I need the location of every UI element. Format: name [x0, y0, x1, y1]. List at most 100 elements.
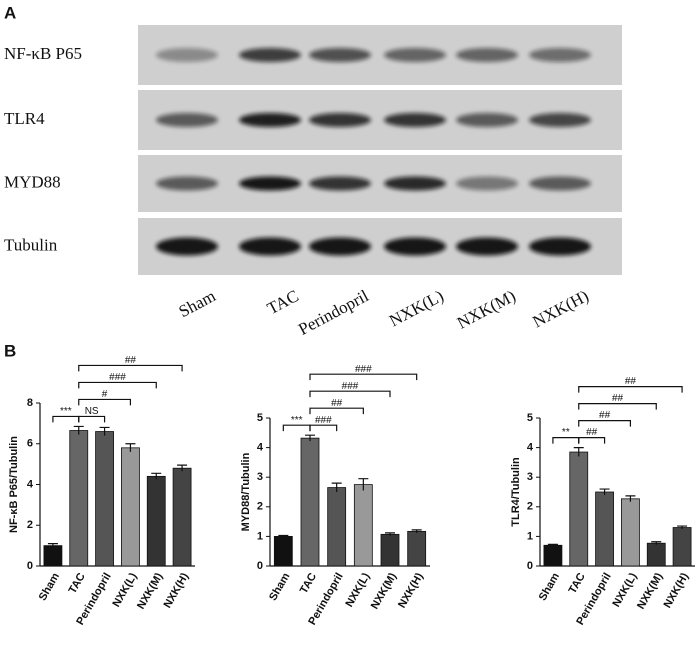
x-tick-label: Sham [267, 571, 292, 603]
band [529, 237, 591, 256]
x-tick-label: NXK(M) [635, 571, 665, 612]
lane-label: Perindopril [295, 286, 372, 339]
lane-label: TAC [264, 286, 302, 318]
bar [543, 544, 563, 567]
y-tick-label: 0 [527, 560, 533, 572]
significance-label: ### [342, 381, 359, 392]
y-tick-label: 0 [27, 560, 33, 572]
bar [95, 431, 114, 567]
error-bar [99, 426, 110, 436]
x-tick-label: Sham [37, 571, 62, 603]
error-bar [73, 425, 84, 435]
bar [569, 451, 589, 567]
error-bar [305, 434, 315, 442]
bar [172, 467, 192, 567]
significance-bracket [309, 373, 418, 381]
significance-label: *** [60, 406, 72, 417]
significance-bracket [78, 364, 183, 372]
error-bar [651, 541, 662, 545]
bar [121, 447, 140, 567]
bar [69, 430, 89, 567]
significance-label: ## [625, 376, 637, 387]
error-bar [385, 532, 395, 536]
y-tick-label: 5 [257, 412, 263, 424]
band [309, 113, 371, 127]
y-tick-label: 2 [257, 501, 263, 513]
band [309, 48, 371, 62]
significance-bracket [578, 403, 657, 410]
x-tick-label: NXK(M) [135, 571, 165, 612]
bar [327, 487, 347, 567]
y-tick-label: 3 [257, 471, 263, 483]
x-tick-label: TAC [67, 571, 88, 596]
band [156, 48, 218, 62]
significance-label: ### [315, 415, 332, 426]
bar [43, 545, 63, 567]
error-bar [677, 525, 688, 529]
y-tick-label: 4 [257, 442, 264, 454]
y-tick-label: 2 [527, 501, 533, 513]
row-label: Tubulin [4, 235, 58, 254]
significance-label: ## [586, 427, 598, 438]
band [456, 113, 518, 127]
band [239, 48, 301, 62]
error-bar [599, 488, 610, 495]
significance-bracket [578, 437, 606, 444]
bar [595, 491, 614, 567]
band [456, 237, 518, 256]
error-bar [625, 495, 636, 502]
y-tick-label: 8 [27, 397, 33, 409]
bar [380, 533, 400, 567]
error-bar [278, 534, 289, 538]
significance-label: ### [109, 372, 126, 383]
significance-bracket [309, 407, 364, 415]
significance-bracket [78, 415, 106, 423]
significance-label: NS [85, 406, 99, 417]
band [529, 176, 591, 191]
significance-bracket [78, 398, 132, 406]
band [239, 176, 301, 191]
error-bar [573, 447, 584, 457]
significance-label: *** [291, 415, 303, 426]
error-bar [358, 478, 369, 491]
y-tick-label: 4 [527, 442, 534, 454]
y-axis-label: TLR4/Tubulin [510, 457, 522, 527]
bar [621, 498, 640, 567]
significance-bracket [52, 415, 80, 423]
significance-bracket [578, 386, 683, 393]
significance-bracket [578, 420, 632, 427]
band [239, 113, 301, 127]
lane-label: Sham [176, 286, 219, 321]
band [309, 176, 371, 191]
bar [672, 527, 692, 567]
bar [353, 484, 373, 567]
panel-label: A [4, 3, 16, 22]
band [456, 176, 518, 191]
band [309, 237, 371, 256]
y-tick-label: 1 [527, 530, 533, 542]
x-tick-label: NXK(H) [662, 571, 692, 611]
band [384, 237, 446, 256]
bar [273, 536, 293, 567]
x-tick-label: NXK(H) [162, 571, 192, 611]
band [156, 176, 218, 191]
significance-label: ## [125, 355, 137, 366]
significance-label: ** [562, 427, 570, 438]
y-tick-label: 5 [527, 412, 533, 424]
x-tick-label: NXK(H) [396, 571, 426, 611]
band [529, 48, 591, 62]
bar [300, 437, 320, 567]
significance-bracket [282, 424, 311, 432]
significance-bracket [309, 390, 391, 398]
significance-label: # [102, 389, 108, 400]
y-axis-label: NF-κB P65/Tubulin [8, 436, 20, 533]
band [156, 237, 218, 256]
error-bar [177, 464, 188, 472]
bar [407, 530, 427, 567]
bar [146, 475, 166, 567]
lane-label: NXK(H) [529, 286, 591, 331]
error-bar [547, 543, 558, 547]
significance-label: ## [331, 398, 343, 409]
significance-bracket [552, 437, 580, 444]
